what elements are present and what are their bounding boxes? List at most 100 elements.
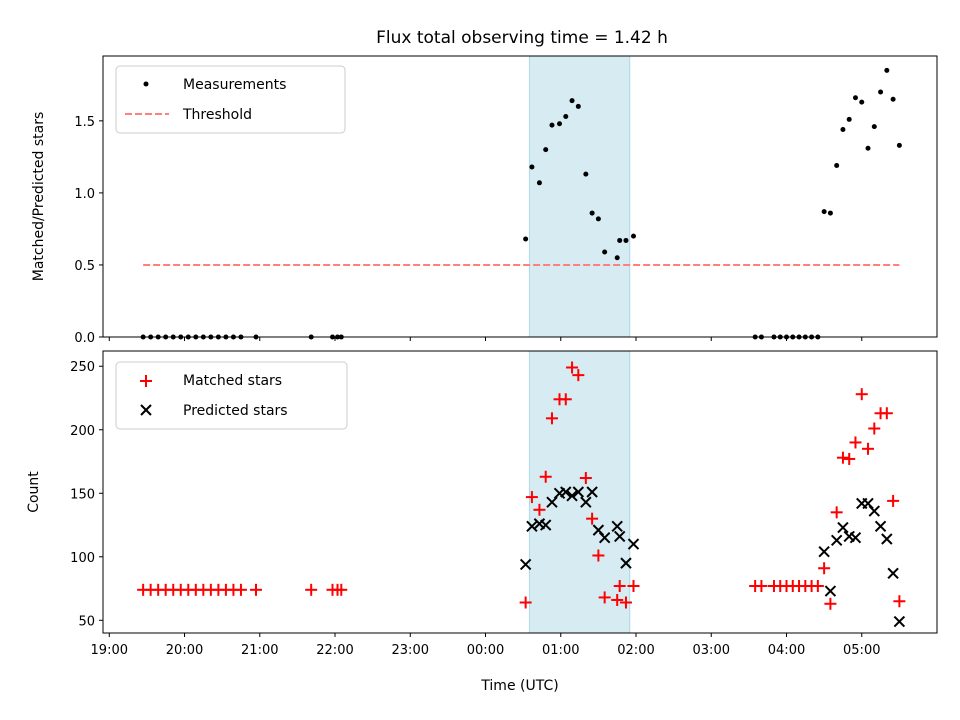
predicted-marker-b	[560, 486, 572, 498]
bottom-x-tick-label: 20:00	[166, 643, 203, 658]
measurement-point	[878, 89, 884, 95]
bottom-x-tick-label: 01:00	[542, 643, 579, 658]
measurement-point	[617, 237, 623, 243]
bottom-x-tick-label: 23:00	[392, 643, 429, 658]
matched-star-marker	[855, 388, 868, 401]
matched-star-marker	[830, 506, 843, 519]
predicted-marker-b	[818, 545, 830, 558]
matched-star-marker	[843, 452, 856, 465]
measurement-point	[852, 95, 858, 101]
matched-star-marker	[818, 562, 831, 575]
predicted-marker-b	[868, 505, 881, 517]
top-legend: Measurements Threshold	[115, 65, 346, 134]
matched-star-marker	[545, 412, 558, 425]
measurement-point	[557, 121, 563, 127]
matched-star-marker	[305, 583, 318, 596]
measurement-point	[536, 180, 542, 186]
matched-star-marker	[611, 593, 624, 606]
predicted-marker-b	[862, 497, 874, 510]
top-y-axis-label: Matched/Predicted stars	[31, 112, 47, 282]
predicted-marker-b	[627, 538, 640, 550]
legend-measurement-marker	[143, 81, 149, 87]
matched-star-marker	[335, 583, 348, 596]
matched-star-marker	[887, 494, 900, 507]
measurements-group	[140, 67, 902, 340]
legend-matched-label: Matched stars	[183, 373, 282, 389]
matched-star-marker	[586, 512, 599, 525]
measurement-point	[575, 103, 581, 109]
predicted-marker-b	[824, 585, 837, 597]
matched-star-marker	[519, 596, 532, 609]
predicted-star-marker	[837, 521, 849, 534]
measurement-point	[821, 209, 827, 215]
matched-star-marker	[862, 442, 875, 455]
bottom-y-tick-label: 200	[70, 424, 95, 439]
predicted-marker-b	[849, 532, 862, 544]
bottom-y-axis-label: Count	[26, 471, 42, 513]
bottom-x-axis-ticks: 19:00 20:00 21:00 22:00 23:00 00:00 01:00 02:00…	[91, 633, 880, 658]
measurement-point	[859, 99, 865, 105]
bottom-y-tick-label: 100	[70, 551, 95, 566]
bottom-x-tick-label: 00:00	[467, 643, 504, 658]
top-y-tick-label: 0.5	[74, 259, 95, 274]
measurement-point	[840, 126, 846, 132]
predicted-star-marker	[598, 532, 611, 544]
predicted-marker-b	[572, 486, 585, 498]
predicted-star-marker	[611, 520, 623, 533]
bottom-x-tick-label: 21:00	[241, 643, 278, 658]
measurement-point	[529, 164, 535, 170]
highlight-span-top	[528, 55, 631, 338]
measurement-point	[890, 96, 896, 102]
top-y-tick-label: 1.0	[74, 187, 95, 202]
count-panel: 50 100 150 200 250 19:00 20:00 21:00 22:00 23:00…	[26, 350, 938, 694]
measurement-point	[896, 142, 902, 148]
measurement-point	[884, 67, 890, 73]
measurement-point	[614, 255, 620, 261]
measurement-point	[549, 122, 555, 128]
bottom-axes-frame	[102, 350, 938, 634]
bottom-y-tick-label: 150	[70, 487, 95, 502]
predicted-star-marker	[824, 585, 837, 597]
matched-star-marker	[559, 393, 572, 406]
legend-matched-marker	[140, 375, 152, 387]
matched-star-marker	[592, 549, 605, 562]
measurement-point	[595, 216, 601, 222]
predicted-star-marker	[526, 520, 538, 533]
ratio-panel: 0.0 0.5 1.0 1.5 Matched/Predicted stars Mea…	[31, 55, 938, 346]
bottom-x-tick-label: 22:00	[316, 643, 353, 658]
bottom-x-tick-label: 03:00	[693, 643, 730, 658]
matched-star-marker	[566, 361, 579, 374]
predicted-marker-b	[540, 519, 552, 531]
predicted-star-marker	[849, 532, 862, 544]
matched-star-marker	[755, 580, 768, 592]
predicted-star-marker	[868, 505, 881, 517]
matched-star-marker	[619, 596, 632, 609]
measurement-point	[623, 237, 629, 243]
predicted-star-marker	[572, 486, 585, 498]
measurement-point	[827, 210, 833, 216]
predicted-marker-b	[598, 532, 611, 544]
predicted-marker-b	[580, 496, 592, 508]
matched-star-marker	[849, 436, 862, 449]
measurement-point	[834, 163, 840, 169]
matched-star-marker	[525, 491, 538, 504]
matched-star-marker	[250, 583, 263, 596]
legend-threshold-label: Threshold	[182, 107, 252, 123]
measurement-point	[543, 147, 549, 153]
measurement-point	[569, 98, 575, 104]
bottom-y-axis-ticks: 50 100 150 200 250	[70, 360, 103, 629]
predicted-star-marker	[586, 486, 598, 498]
predicted-star-marker	[580, 496, 592, 508]
measurement-point	[846, 116, 852, 122]
measurement-point	[589, 210, 595, 216]
matched-star-marker	[234, 583, 247, 596]
matched-star-marker	[572, 369, 585, 382]
predicted-star-marker	[893, 615, 906, 628]
chart-title: Flux total observing time = 1.42 h	[376, 28, 668, 48]
legend-measurements-label: Measurements	[183, 77, 286, 93]
top-legend-box	[115, 65, 346, 134]
predicted-marker-b	[592, 524, 605, 536]
measurement-point	[563, 114, 569, 120]
predicted-marker-b	[843, 530, 855, 543]
